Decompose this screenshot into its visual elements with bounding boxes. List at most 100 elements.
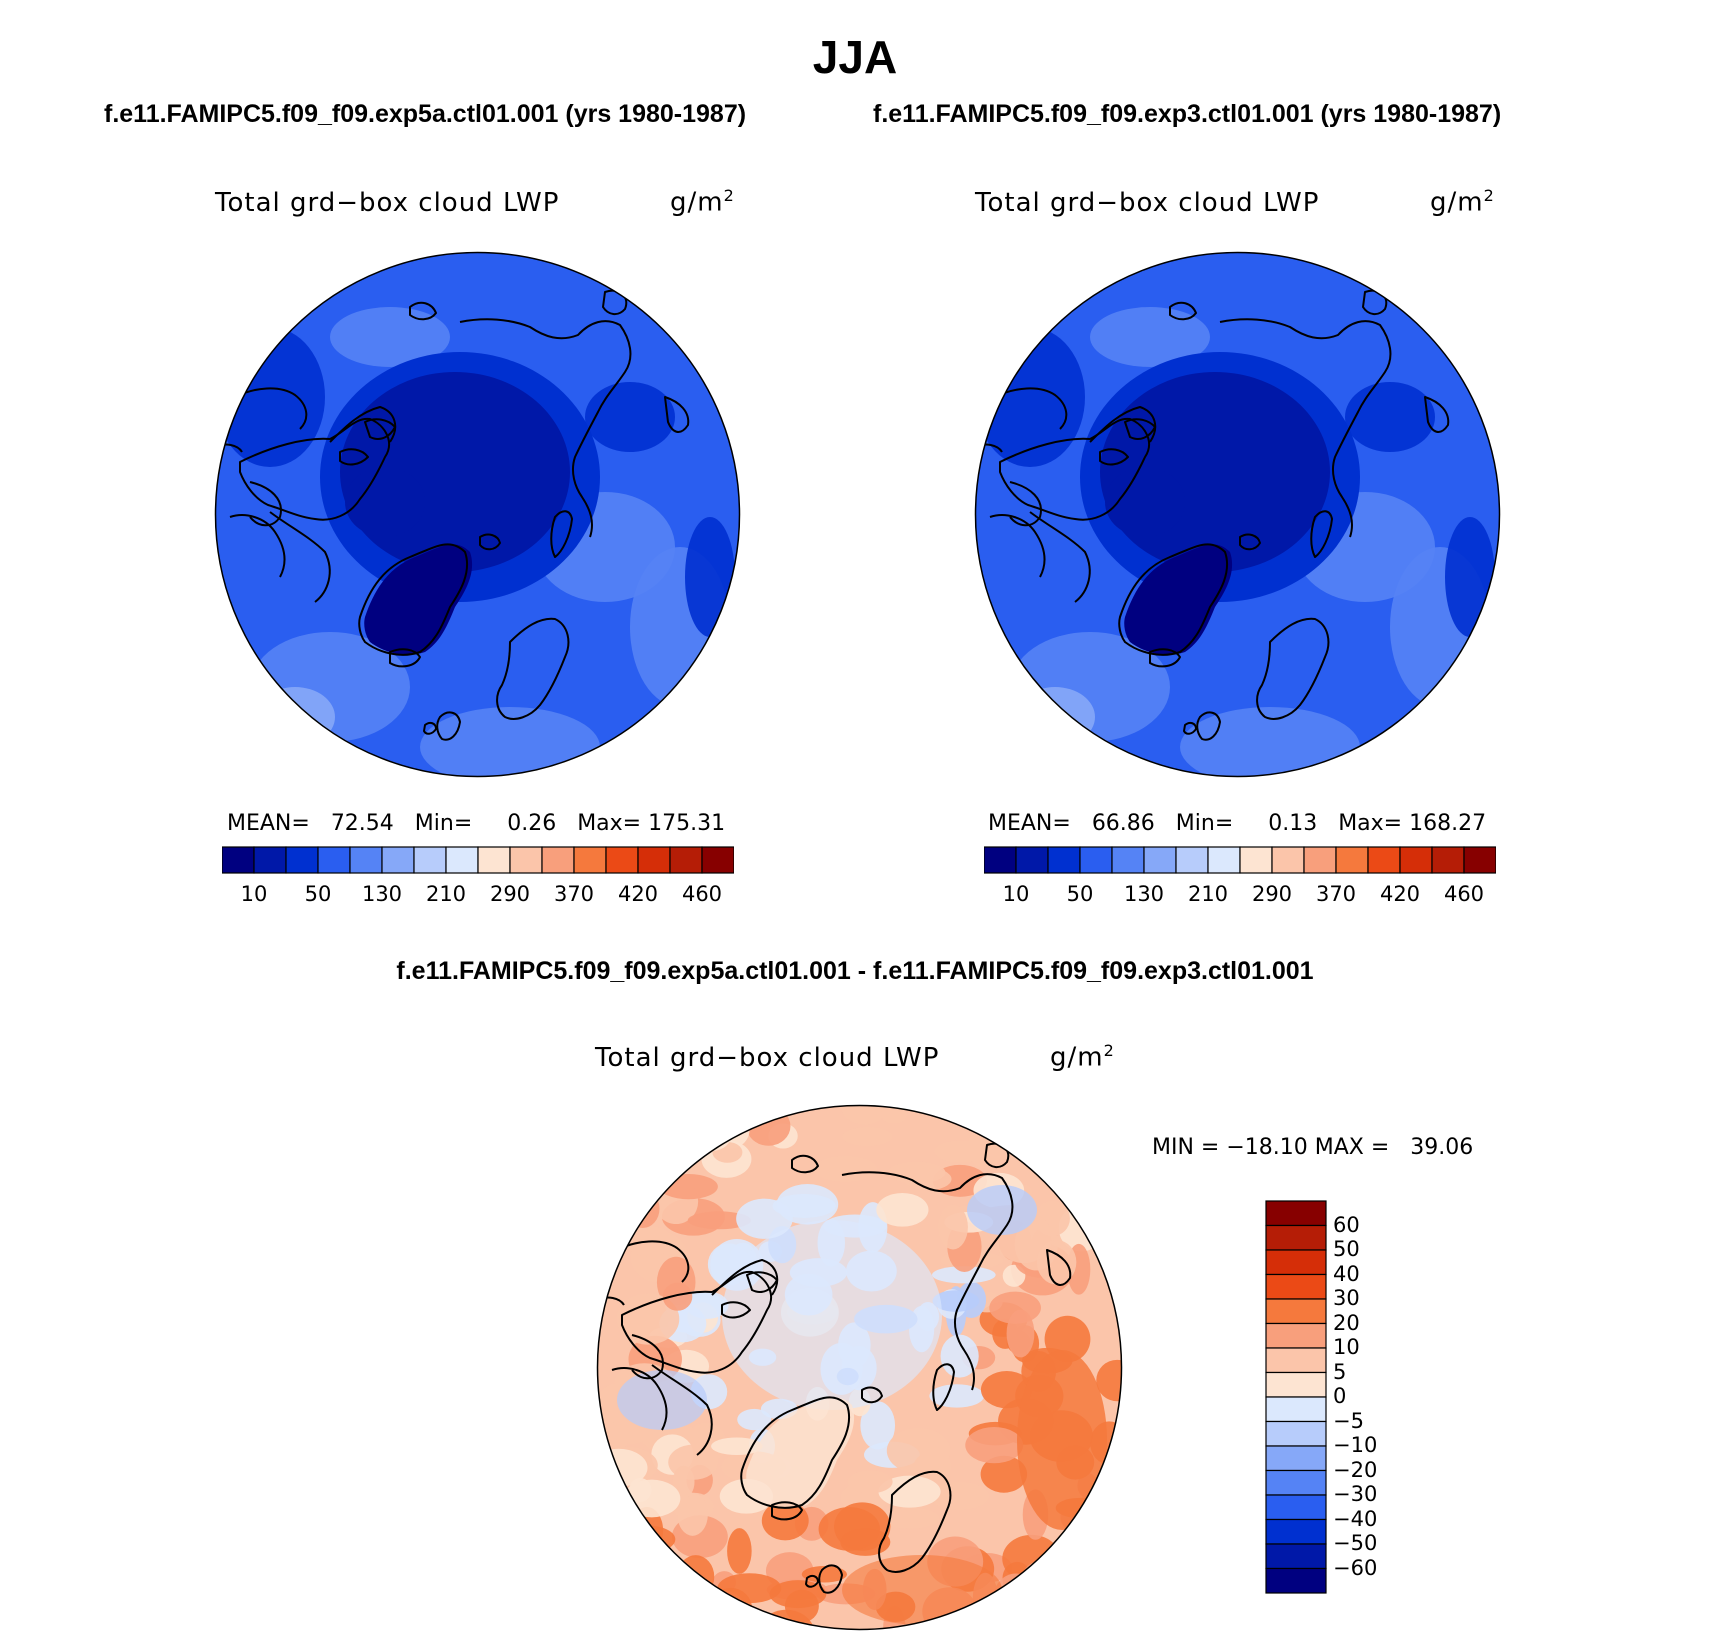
field-patch	[842, 1127, 893, 1147]
field-patch	[886, 1428, 951, 1474]
diff-minmax: MIN = −18.10 MAX = 39.06	[1152, 1135, 1474, 1160]
left-polar-map	[214, 251, 741, 778]
field-patch	[736, 1198, 793, 1239]
field-patch	[709, 1587, 753, 1630]
colorbar-box	[1265, 1567, 1327, 1594]
colorbar-tick-label: 10	[240, 882, 268, 906]
field-patch	[597, 1590, 620, 1608]
colorbar-tick-label: 5	[1333, 1359, 1347, 1384]
field-patch	[880, 1105, 908, 1124]
colorbar-box	[1265, 1543, 1327, 1570]
field-patch	[647, 1588, 697, 1630]
coastline	[239, 417, 390, 521]
field-patch	[722, 1220, 942, 1410]
colorbar-box	[1079, 846, 1113, 874]
colorbar-box	[445, 846, 479, 874]
coastline	[409, 301, 437, 321]
field-patch	[980, 1455, 1028, 1493]
field-patch	[761, 1501, 809, 1541]
field-patch	[879, 1507, 940, 1529]
colorbar-box	[573, 846, 607, 874]
right-max-label: Max=	[1338, 811, 1403, 836]
coastline	[1009, 481, 1042, 527]
right-min-label: Min=	[1175, 811, 1234, 836]
field-patch	[1092, 1550, 1119, 1575]
coastline	[746, 1271, 778, 1293]
right-mean-label: MEAN=	[988, 811, 1071, 836]
field-patch	[345, 467, 425, 537]
coastline	[611, 1367, 668, 1431]
difference-colorbar	[1265, 1200, 1327, 1594]
colorbar-box	[1399, 846, 1433, 874]
left-case-title: f.e11.FAMIPC5.f09_f09.exp5a.ctl01.001 (y…	[104, 100, 747, 128]
field-patch	[1088, 1486, 1111, 1534]
colorbar-tick-label: 50	[1066, 882, 1094, 906]
colorbar-box	[1015, 846, 1049, 874]
left-max-label: Max=	[577, 811, 642, 836]
field-patch	[662, 1282, 693, 1311]
left-mean-label: MEAN=	[227, 811, 310, 836]
coastline	[550, 510, 573, 558]
coastline	[818, 1564, 843, 1594]
colorbar-tick-label: −5	[1333, 1408, 1364, 1433]
figure-title: JJA	[812, 31, 898, 83]
coastline	[423, 721, 437, 735]
colorbar-tick-label: 10	[1002, 882, 1030, 906]
right-stats: MEAN= 66.86 Min= 0.13 Max= 168.27	[988, 811, 1486, 836]
coastline	[1046, 1249, 1072, 1286]
colorbar-box	[1335, 846, 1369, 874]
colorbar-box	[1431, 846, 1465, 874]
colorbar-box	[701, 846, 734, 874]
colorbar-box	[1265, 1249, 1327, 1276]
colorbar-box	[253, 846, 287, 874]
colorbar-box	[1265, 1396, 1327, 1423]
colorbar-box	[1265, 1347, 1327, 1374]
colorbar-box	[1265, 1371, 1327, 1398]
coastline	[989, 514, 1046, 578]
field-patch	[934, 1140, 986, 1163]
field-patch	[1051, 1551, 1108, 1582]
coastline	[1183, 721, 1197, 735]
colorbar-box	[317, 846, 351, 874]
colorbar-tick-label: 40	[1333, 1261, 1360, 1286]
left-max-value: 175.31	[648, 811, 726, 836]
colorbar-box	[541, 846, 575, 874]
field-patch	[1088, 1210, 1110, 1236]
coastline	[1256, 617, 1330, 720]
field-patch	[685, 1291, 729, 1319]
field-patch	[841, 1105, 888, 1125]
coastline	[459, 318, 632, 538]
field-patch	[1047, 1105, 1083, 1135]
field-patch	[1105, 467, 1185, 537]
field-patch	[737, 1408, 772, 1431]
colorbar-tick-label: 30	[1333, 1286, 1360, 1310]
colorbar-tick-label: 290	[489, 882, 531, 906]
colorbar-box	[1239, 846, 1273, 874]
difference-polar-map	[596, 1104, 1123, 1631]
field-patch	[1020, 1561, 1057, 1608]
field-patch	[585, 382, 675, 452]
colorbar-tick-label: 60	[1333, 1212, 1360, 1237]
colorbar-box	[1143, 846, 1177, 874]
left-colorbar	[222, 846, 734, 874]
left-variable-title: Total grd−box cloud LWP	[215, 188, 560, 218]
colorbar-box	[669, 846, 703, 874]
field-patch	[746, 1397, 855, 1508]
field-patch	[980, 1371, 1033, 1409]
coastline	[740, 1396, 851, 1509]
field-patch	[685, 1105, 727, 1126]
colorbar-box	[1207, 846, 1241, 874]
field-patch	[932, 1266, 996, 1284]
right-variable-title: Total grd−box cloud LWP	[975, 188, 1320, 218]
left-stats: MEAN= 72.54 Min= 0.26 Max= 175.31	[227, 811, 725, 836]
coastline	[621, 1270, 772, 1374]
map-border	[974, 251, 1501, 778]
field-patch	[623, 1602, 664, 1630]
coastline	[1099, 448, 1129, 466]
colorbar-tick-label: 210	[1187, 882, 1229, 906]
right-units: g/m2	[1430, 186, 1495, 218]
field-patch	[330, 307, 450, 367]
field-patch	[1090, 307, 1210, 367]
diff-variable-title: Total grd−box cloud LWP	[595, 1043, 940, 1073]
colorbar-tick-label: 20	[1333, 1310, 1360, 1335]
